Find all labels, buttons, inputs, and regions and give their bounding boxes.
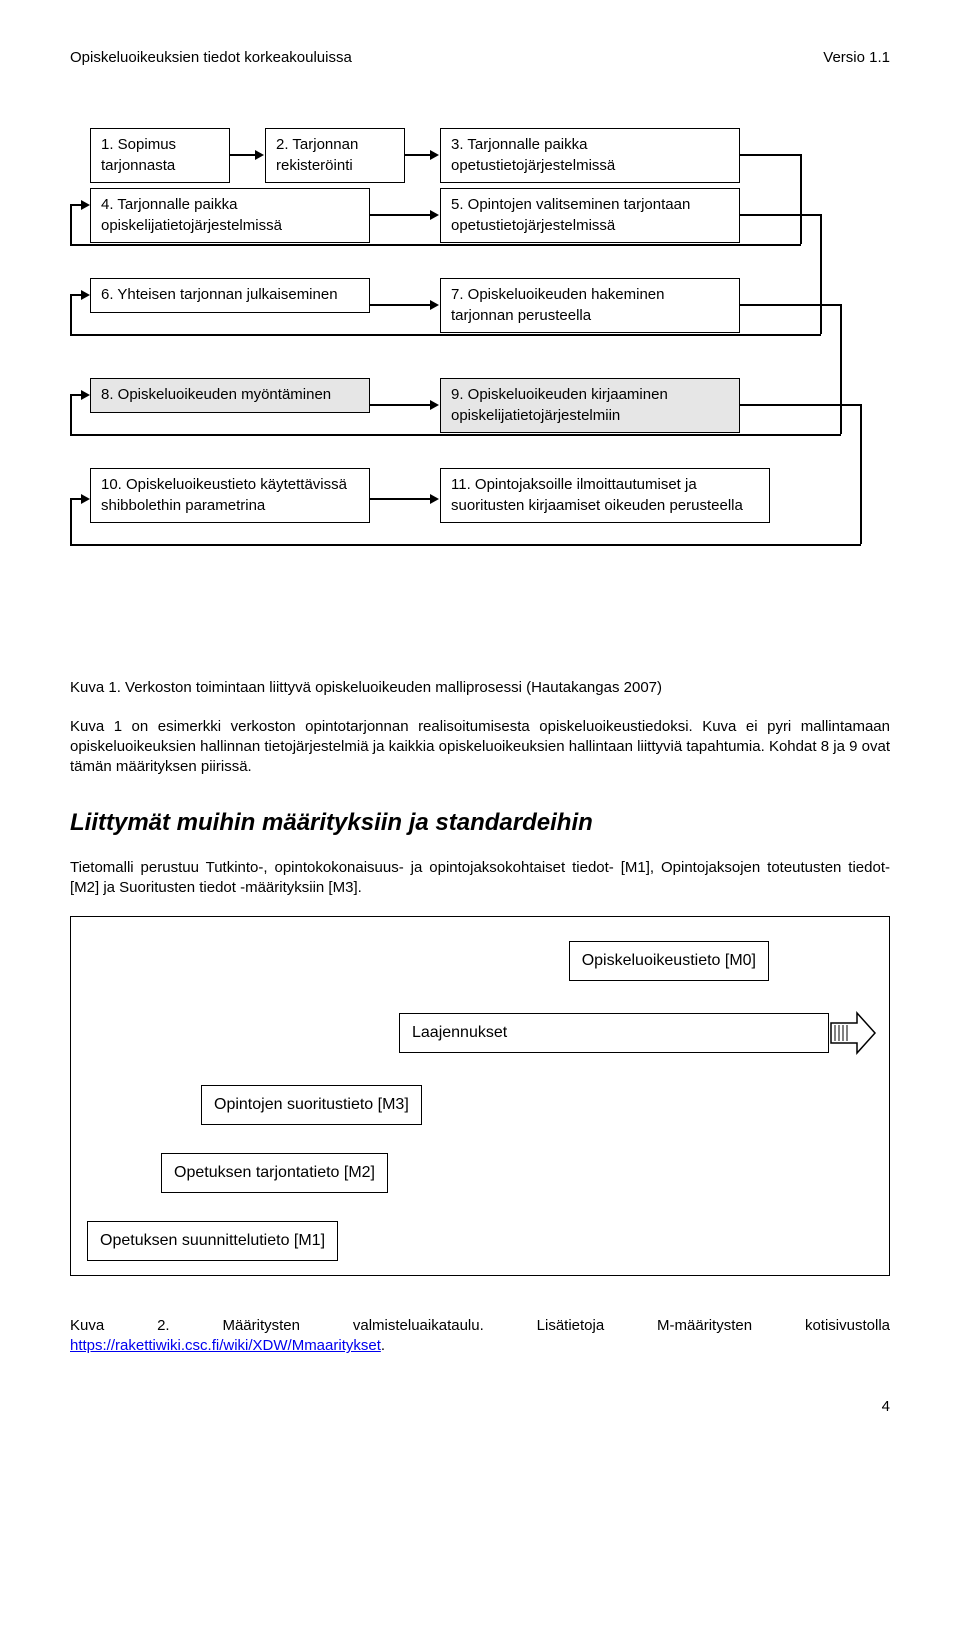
paragraph-2: Tietomalli perustuu Tutkinto-, opintokok… <box>70 858 890 899</box>
heading-liittymat: Liittymät muihin määrityksiin ja standar… <box>70 807 890 839</box>
box-11: 11. Opintojaksoille ilmoittautumiset ja … <box>440 468 770 523</box>
box-5: 5. Opintojen valitseminen tarjontaan ope… <box>440 188 740 243</box>
d2-box-ext: Laajennukset <box>399 1013 829 1053</box>
box-6: 6. Yhteisen tarjonnan julkaiseminen <box>90 278 370 312</box>
box-9: 9. Opiskeluoikeuden kirjaaminen opiskeli… <box>440 378 740 433</box>
d2-box-m0: Opiskeluoikeustieto [M0] <box>569 941 769 981</box>
box-1: 1. Sopimus tarjonnasta <box>90 128 230 183</box>
block-arrow-icon <box>829 1011 877 1055</box>
diagram-2: Opiskeluoikeustieto [M0] Laajennukset Op… <box>70 916 890 1276</box>
d2-box-m2: Opetuksen tarjontatieto [M2] <box>161 1153 388 1193</box>
box-3: 3. Tarjonnalle paikka opetustietojärjest… <box>440 128 740 183</box>
box-7: 7. Opiskeluoikeuden hakeminen tarjonnan … <box>440 278 740 333</box>
d2-box-m3: Opintojen suoritustieto [M3] <box>201 1085 422 1125</box>
caption-2: Kuva 2. Määritysten valmisteluaikataulu.… <box>70 1316 890 1357</box>
box-4: 4. Tarjonnalle paikka opiskelijatietojär… <box>90 188 370 243</box>
caption-2-text: Kuva 2. Määritysten valmisteluaikataulu.… <box>70 1317 890 1334</box>
header-title-right: Versio 1.1 <box>823 48 890 68</box>
d2-box-m1: Opetuksen suunnittelutieto [M1] <box>87 1221 338 1261</box>
box-10: 10. Opiskeluoikeustieto käytettävissä sh… <box>90 468 370 523</box>
caption-2-suffix: . <box>381 1337 385 1354</box>
caption-1: Kuva 1. Verkoston toimintaan liittyvä op… <box>70 678 890 698</box>
header-title-left: Opiskeluoikeuksien tiedot korkeakouluiss… <box>70 48 352 68</box>
paragraph-1: Kuva 1 on esimerkki verkoston opintotarj… <box>70 717 890 778</box>
flowchart: 1. Sopimus tarjonnasta 2. Tarjonnan reki… <box>70 128 890 638</box>
box-2: 2. Tarjonnan rekisteröinti <box>265 128 405 183</box>
page-number: 4 <box>70 1397 890 1417</box>
box-8: 8. Opiskeluoikeuden myöntäminen <box>90 378 370 412</box>
caption-2-link[interactable]: https://rakettiwiki.csc.fi/wiki/XDW/Mmaa… <box>70 1337 381 1354</box>
